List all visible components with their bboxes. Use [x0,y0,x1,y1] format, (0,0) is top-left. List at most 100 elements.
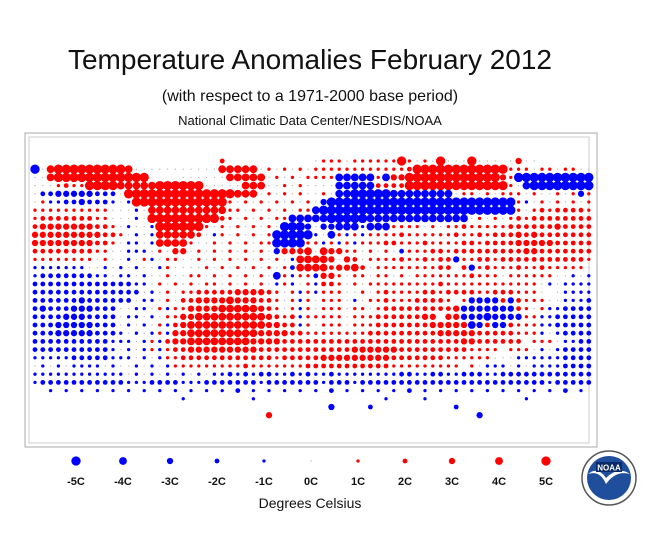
anomaly-dot [179,230,188,239]
anomaly-dot [298,306,302,311]
anomaly-dot [524,274,529,278]
anomaly-dot [326,213,337,224]
anomaly-dot [33,216,37,221]
anomaly-dot [509,175,513,180]
anomaly-dot [296,214,305,223]
anomaly-dot [438,380,443,385]
anomaly-dot [342,197,352,207]
anomaly-dot [540,315,544,319]
anomaly-dot [158,265,162,270]
anomaly-dot [260,234,262,236]
anomaly-dot [438,371,443,377]
anomaly-dot [492,289,498,295]
anomaly-dot [476,297,483,304]
anomaly-dot [110,289,116,295]
anomaly-dot [509,183,513,188]
anomaly-dot [265,321,273,329]
anomaly-dot [236,364,240,368]
anomaly-dot [252,258,255,261]
anomaly-dot [451,205,461,215]
anomaly-dot [32,330,38,336]
anomaly-dot [451,164,461,174]
anomaly-dot [289,248,296,255]
anomaly-dot [571,298,575,303]
anomaly-dot [375,380,381,385]
anomaly-dot [476,305,483,312]
anomaly-dot [439,225,442,228]
anomaly-dot [258,330,265,337]
anomaly-dot [587,290,591,294]
anomaly-dot [202,329,211,338]
legend-dot [356,459,360,463]
anomaly-dot [477,330,482,336]
anomaly-dot [165,347,170,352]
anomaly-dot [276,225,278,228]
anomaly-dot [345,249,349,253]
anomaly-dot [134,233,139,237]
anomaly-dot [276,193,278,195]
anomaly-dot [120,193,122,195]
anomaly-dot [158,249,162,253]
anomaly-dot [134,306,139,311]
anomaly-dot [570,248,576,254]
anomaly-dot [540,306,544,311]
anomaly-dot [337,233,341,237]
anomaly-dot [249,189,258,198]
anomaly-dot [314,372,318,376]
anomaly-dot [516,298,521,303]
anomaly-dot [586,298,592,303]
anomaly-dot [178,213,188,224]
anomaly-dot [220,388,224,393]
anomaly-dot [477,290,482,294]
anomaly-dot [532,208,536,212]
anomaly-dot [48,289,53,295]
anomaly-dot [453,380,459,385]
anomaly-dot [570,240,576,246]
anomaly-dot [260,209,262,211]
anomaly-dot [275,216,279,221]
anomaly-dot [102,339,108,344]
anomaly-dot [382,173,390,182]
anomaly-dot [196,232,202,238]
anomaly-dot [79,355,85,361]
anomaly-dot [546,239,553,247]
anomaly-dot [142,388,146,393]
anomaly-dot [159,316,161,318]
anomaly-dot [194,337,203,346]
anomaly-dot [306,274,310,278]
anomaly-dot [382,214,390,223]
anomaly-dot [111,241,115,245]
anomaly-dot [509,192,513,196]
anomaly-dot [103,372,107,376]
anomaly-dot [63,289,69,295]
anomaly-dot [357,189,368,199]
anomaly-dot [523,248,530,255]
anomaly-dot [516,200,521,204]
anomaly-dot [195,346,202,353]
anomaly-dot [119,265,123,270]
anomaly-dot [578,240,584,246]
anomaly-dot [416,160,418,162]
anomaly-dot [352,339,358,344]
anomaly-dot [205,184,208,187]
anomaly-dot [227,380,233,385]
anomaly-dot [272,271,281,280]
anomaly-dot [515,231,522,238]
anomaly-dot [438,339,443,344]
anomaly-dot [69,164,79,174]
anomaly-dot [516,265,521,270]
anomaly-dot [162,221,173,232]
anomaly-dot [142,249,146,253]
anomaly-dot [334,197,344,207]
anomaly-dot [174,275,177,277]
anomaly-dot [578,232,584,238]
anomaly-dot [420,172,430,183]
anomaly-dot [353,372,357,376]
anomaly-dot [516,371,521,377]
anomaly-dot [102,232,108,238]
anomaly-dot [477,216,482,221]
anomaly-dot [501,364,505,368]
anomaly-dot [311,263,320,272]
anomaly-dot [357,197,368,207]
anomaly-dot [63,273,69,279]
